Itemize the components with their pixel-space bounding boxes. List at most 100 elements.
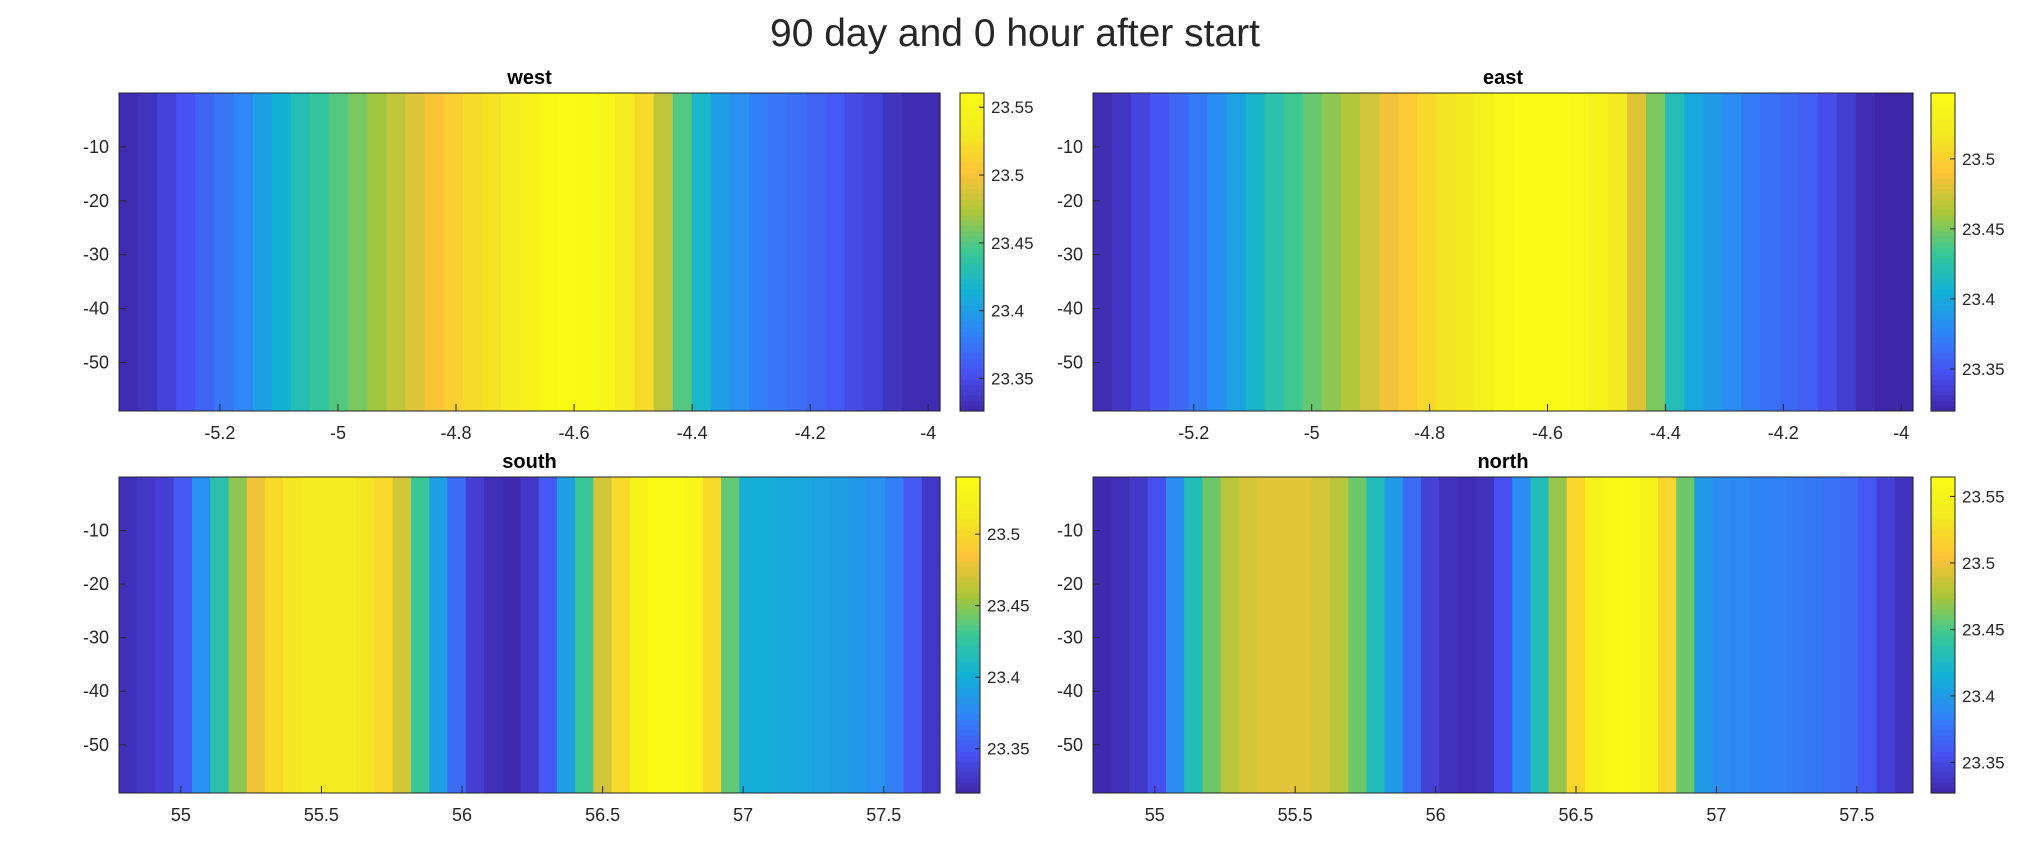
y-tick-label: -10 <box>83 137 109 157</box>
colorbar-segment <box>956 745 980 752</box>
colorbar-segment <box>960 363 984 370</box>
heatmap-column <box>337 477 357 793</box>
colorbar-segment <box>1931 698 1955 705</box>
colorbar-segment <box>1931 682 1955 689</box>
heatmap-column <box>228 477 248 793</box>
colorbar-segment <box>1931 98 1955 105</box>
colorbar-segment <box>1931 550 1955 557</box>
heatmap-column <box>882 93 903 411</box>
colorbar-segment <box>1931 161 1955 168</box>
colorbar-box <box>959 92 985 412</box>
heatmap-column <box>1779 93 1800 411</box>
heatmap-column <box>729 93 750 411</box>
y-tick-label: -40 <box>83 299 109 319</box>
heatmap-column <box>1836 93 1857 411</box>
colorbar-segment <box>1931 619 1955 626</box>
heatmap-column <box>1760 93 1781 411</box>
heatmap-column <box>653 93 674 411</box>
heatmap-column <box>1302 93 1323 411</box>
colorbar-segment <box>1931 582 1955 589</box>
y-tick-label: -40 <box>1057 299 1083 319</box>
colorbar-segment <box>956 550 980 557</box>
heatmap-column <box>1421 477 1440 793</box>
heatmap-column <box>1112 93 1132 411</box>
colorbar-segment <box>956 492 980 499</box>
colorbar-segment <box>1931 756 1955 762</box>
heatmap-column <box>1348 477 1367 793</box>
colorbar-segment <box>1931 146 1955 152</box>
heatmap-column <box>615 93 636 411</box>
heatmap-column <box>392 477 412 793</box>
y-tick-label: -20 <box>1057 574 1083 594</box>
colorbar-segment <box>1931 603 1955 610</box>
heatmap-column <box>556 477 576 793</box>
heatmap-column <box>1585 477 1604 793</box>
heatmap-column <box>462 93 483 411</box>
colorbar-tick-label: 23.5 <box>991 166 1024 185</box>
colorbar-segment <box>956 640 980 647</box>
colorbar-segment <box>960 214 984 221</box>
heatmap-column <box>1798 93 1819 411</box>
colorbar-segment <box>956 534 980 541</box>
colorbar-segment <box>1931 498 1955 504</box>
heatmap-column <box>447 477 467 793</box>
colorbar-segment <box>960 225 984 232</box>
x-tick-label: 57 <box>733 805 753 825</box>
colorbar-segment <box>956 613 980 620</box>
colorbar-segment <box>1931 267 1955 274</box>
x-tick-label: 55.5 <box>304 805 339 825</box>
colorbar-segment <box>960 151 984 158</box>
heatmap-column <box>1384 477 1404 793</box>
colorbar-segment <box>1931 714 1955 720</box>
colorbar-segment <box>956 624 980 631</box>
heatmap-column <box>157 93 177 411</box>
colorbar-segment <box>956 777 980 784</box>
heatmap-column <box>558 93 578 411</box>
colorbar-segment <box>956 561 980 568</box>
colorbar-segment <box>956 529 980 536</box>
heatmap-column <box>1245 93 1266 411</box>
axes-box <box>1092 476 1914 794</box>
colorbar-segment <box>1931 524 1955 531</box>
colorbar-segment <box>956 766 980 773</box>
colorbar-segment <box>1931 373 1955 380</box>
colorbar-segment <box>1931 225 1955 232</box>
colorbar-segment <box>960 294 984 301</box>
colorbar-segment <box>1931 257 1955 264</box>
heatmap-column <box>155 477 175 793</box>
heatmap-column <box>1293 477 1313 793</box>
x-tick-label: -4.4 <box>1650 423 1681 443</box>
colorbar-segment <box>960 183 984 189</box>
heatmap-column <box>1202 477 1222 793</box>
colorbar-segment <box>956 787 980 794</box>
heatmap-column <box>1111 477 1131 793</box>
colorbar-segment <box>956 692 980 699</box>
y-tick-label: -30 <box>83 628 109 648</box>
colorbar-segment <box>960 252 984 258</box>
heatmap-column <box>271 93 292 411</box>
y-tick-label: -10 <box>1057 521 1083 541</box>
colorbar-segment <box>960 114 984 121</box>
colorbar-segment <box>960 167 984 174</box>
colorbar-segment <box>1931 519 1955 525</box>
colorbar-segment <box>1931 289 1955 295</box>
x-tick-label: 57 <box>1706 805 1726 825</box>
colorbar-segment <box>956 656 980 662</box>
heatmap-column <box>1226 93 1247 411</box>
colorbar-segment <box>1931 645 1955 652</box>
colorbar-segment <box>956 503 980 510</box>
heatmap-column <box>1855 93 1876 411</box>
y-tick-label: -20 <box>1057 191 1083 211</box>
heatmap-column <box>119 93 139 411</box>
heatmap-column <box>1531 93 1552 411</box>
colorbar-segment <box>1931 540 1955 547</box>
y-tick-label: -40 <box>83 681 109 701</box>
colorbar-segment <box>1931 305 1955 311</box>
y-tick-label: -50 <box>83 735 109 755</box>
heatmap-column <box>405 93 426 411</box>
x-tick-label: -4 <box>1893 423 1909 443</box>
colorbar-segment <box>1931 761 1955 768</box>
colorbar-segment <box>1931 183 1955 189</box>
colorbar-segment <box>1931 336 1955 343</box>
colorbar-segment <box>960 373 984 380</box>
